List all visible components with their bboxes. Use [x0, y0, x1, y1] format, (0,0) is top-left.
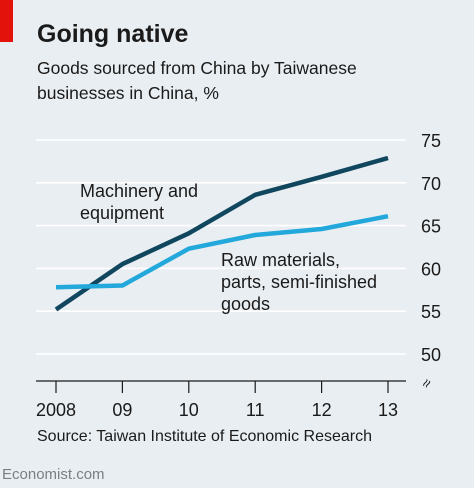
x-tick-label: 10: [179, 400, 199, 420]
series-label: Machinery and: [80, 181, 198, 201]
source-note: Source: Taiwan Institute of Economic Res…: [37, 428, 372, 445]
x-tick-label: 13: [378, 400, 398, 420]
y-tick-label: 55: [421, 302, 441, 322]
gridlines: [36, 139, 406, 355]
x-tick-label: 12: [312, 400, 332, 420]
series-label: parts, semi-finished: [221, 272, 377, 292]
tick-labels: 50 55 60 65 70 75 ≈2008 09 10 11 12 13 Machinery and…: [36, 131, 441, 420]
chart-title: Going native: [37, 20, 189, 48]
y-tick-label: 75: [421, 131, 441, 151]
series-line: [54, 155, 389, 312]
brand-red-tag: [0, 0, 13, 42]
x-tick-label: 09: [112, 400, 132, 420]
brand-footer: Economist.com: [2, 466, 105, 483]
series-label: goods: [221, 294, 270, 314]
axis-break-symbol: ≈: [418, 376, 437, 392]
x-axis: [36, 380, 406, 393]
y-tick-label: 60: [421, 259, 441, 279]
x-tick-label: 2008: [36, 400, 76, 420]
series-label: Raw materials,: [221, 250, 340, 270]
y-tick-label: 65: [421, 217, 441, 237]
y-tick-label: 50: [421, 345, 441, 365]
series-line: [55, 213, 389, 290]
series-label: equipment: [80, 203, 164, 223]
series-lines: [54, 155, 389, 312]
x-tick-label: 11: [246, 400, 265, 420]
chart-subtitle: Goods sourced from China by Taiwanese bu…: [37, 58, 357, 103]
y-tick-label: 70: [421, 174, 441, 194]
